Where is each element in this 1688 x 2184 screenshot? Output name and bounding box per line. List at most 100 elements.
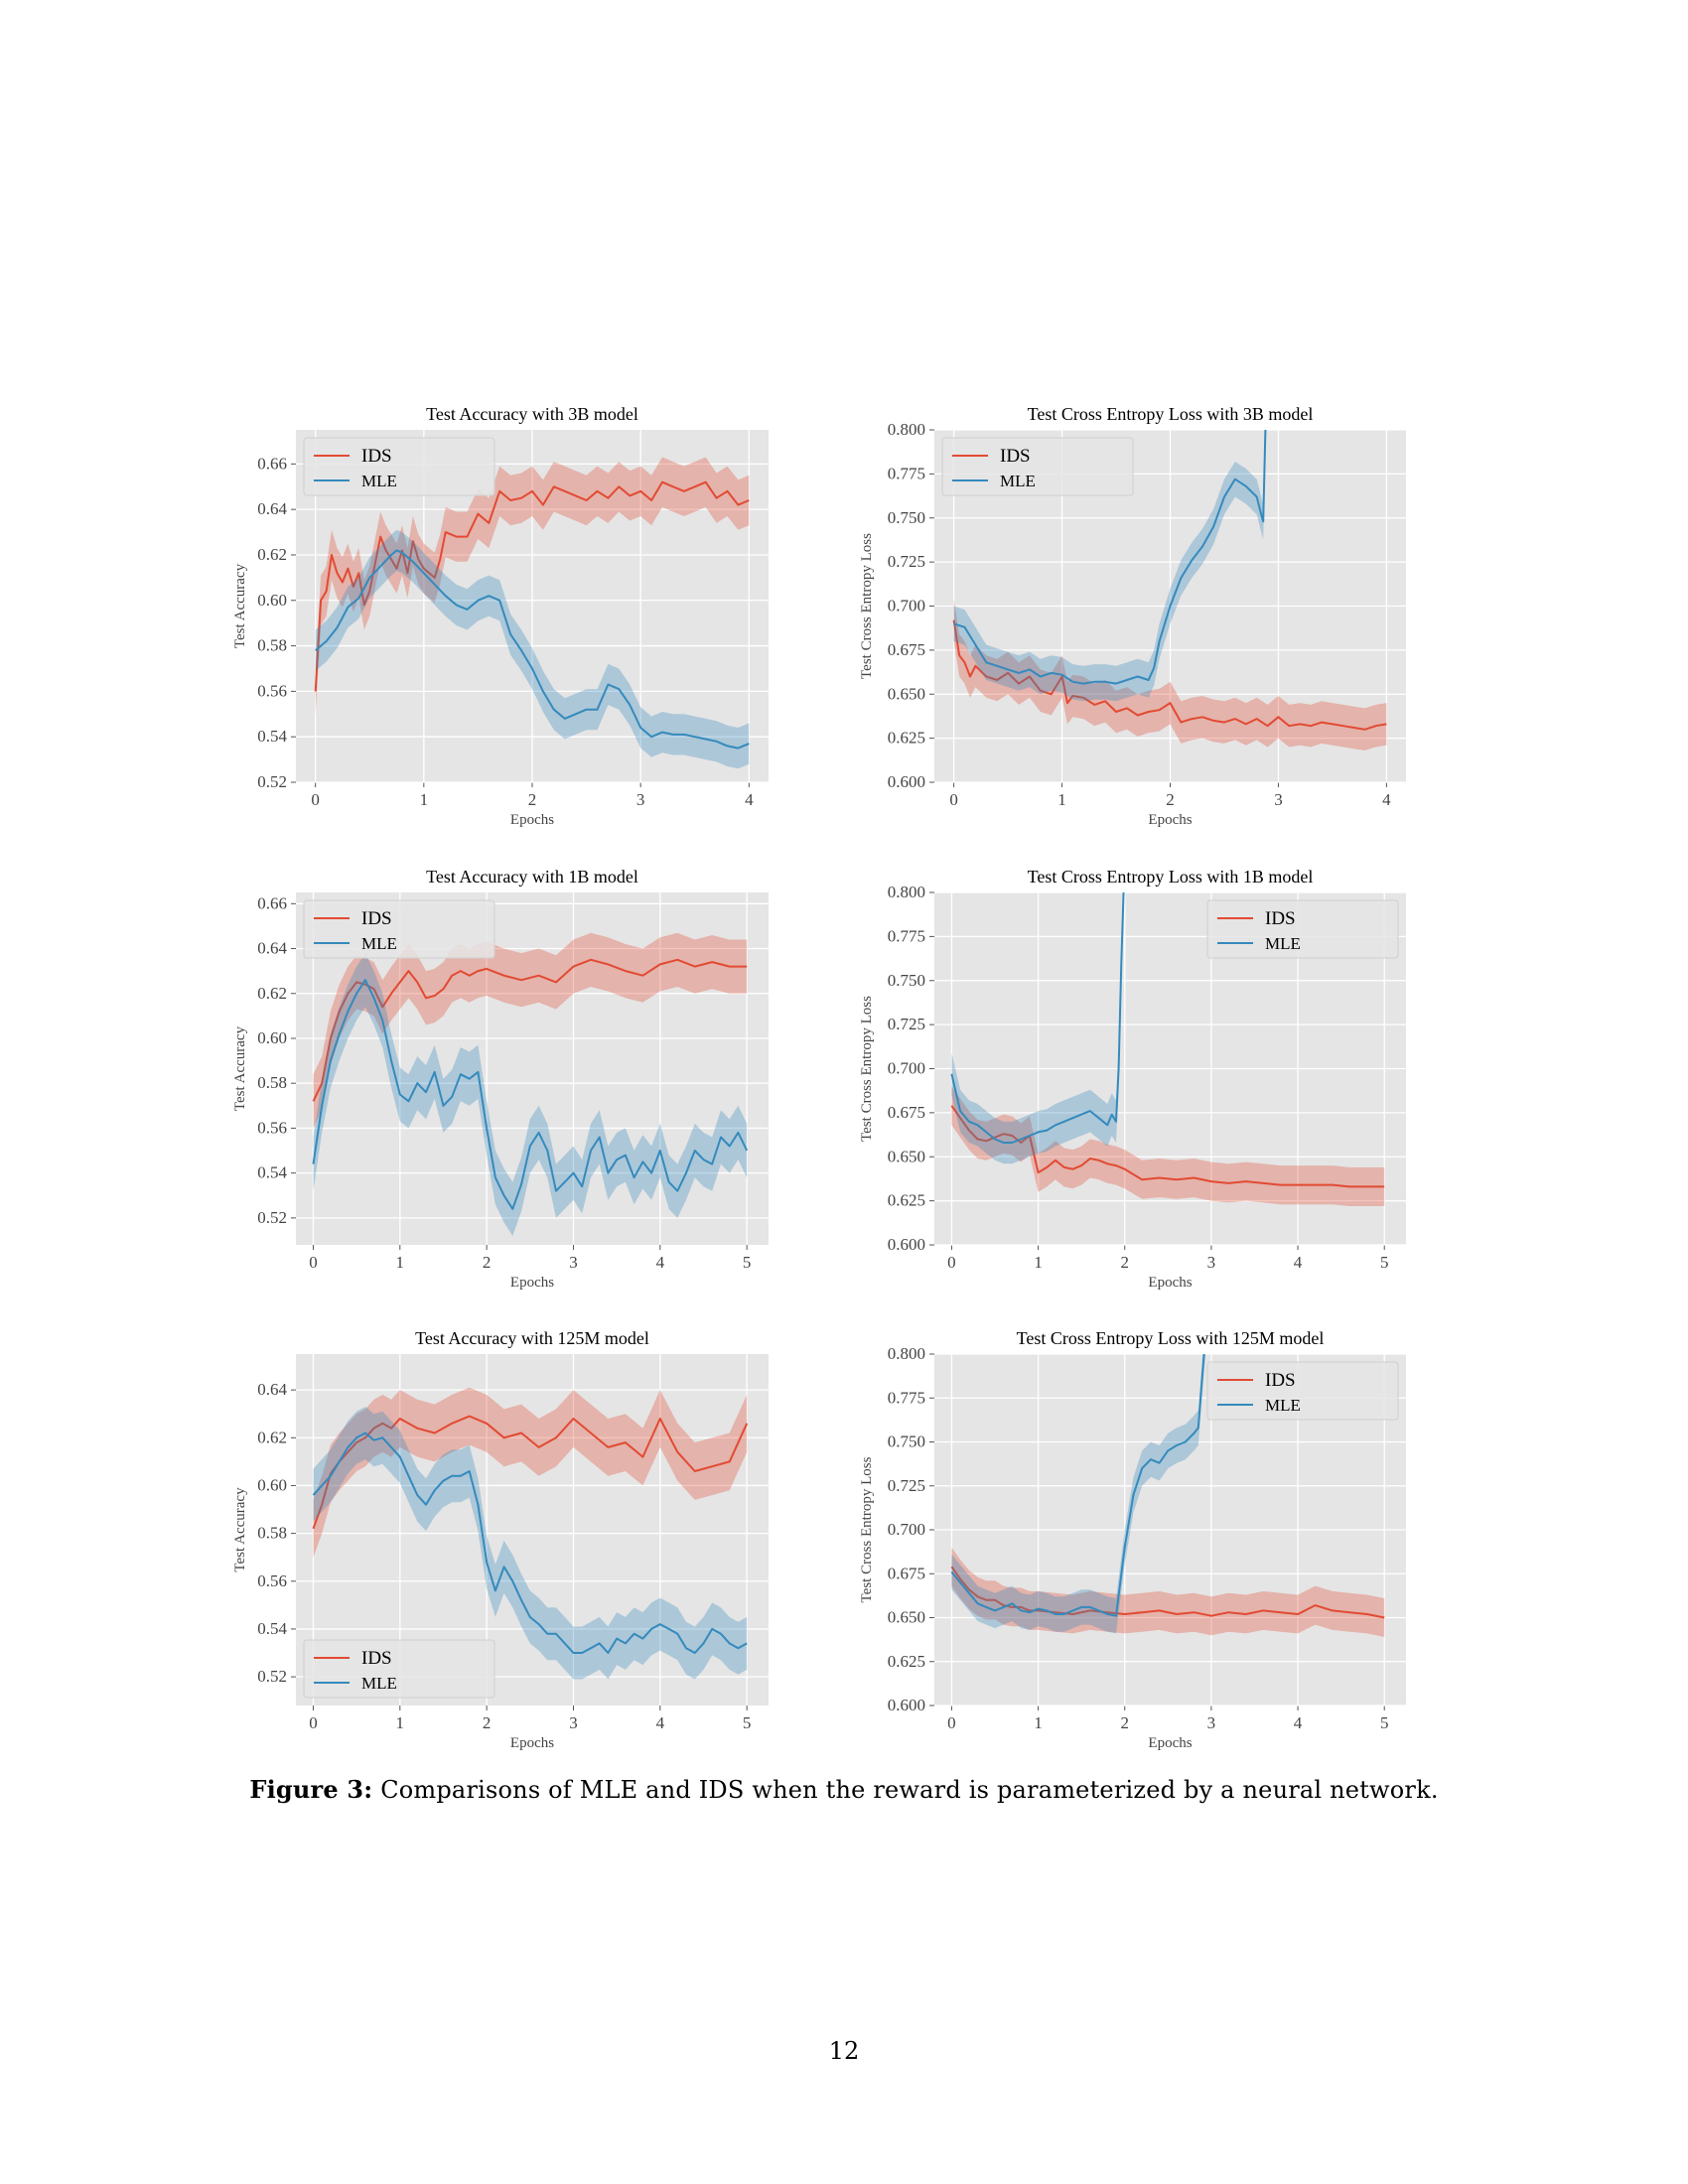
y-axis-label: Test Cross Entropy Loss [859, 533, 875, 679]
x-tick-label: 4 [1294, 1253, 1303, 1272]
legend-box [303, 437, 495, 496]
x-tick-label: 5 [743, 1253, 752, 1272]
chart-panel: 0 1 2 3 4 5 0.52 0.54 0.56 0.58 0.60 0.62 0.64 Test A… [232, 1328, 769, 1751]
x-tick-label: 1 [396, 1713, 405, 1732]
confidence-band-ids [951, 1086, 1385, 1206]
x-tick-label: 4 [1382, 790, 1391, 809]
y-tick-label: 0.625 [888, 1652, 925, 1671]
legend-label-ids: IDS [1265, 1370, 1296, 1391]
x-tick-label: 3 [1207, 1253, 1216, 1272]
y-tick-label: 0.56 [257, 681, 287, 700]
legend-label-mle: MLE [361, 1674, 397, 1693]
x-tick-label: 4 [745, 790, 754, 809]
y-tick-label: 0.675 [888, 1564, 925, 1582]
x-axis-label: Epochs [1148, 1735, 1192, 1751]
y-axis-label: Test Accuracy [232, 563, 248, 648]
x-axis-label: Epochs [510, 1275, 554, 1291]
confidence-band-mle [315, 529, 750, 769]
confidence-band-mle [951, 892, 1125, 1164]
x-tick-label: 0 [947, 1253, 956, 1272]
y-tick-label: 0.700 [888, 597, 925, 615]
x-tick-label: 2 [483, 1253, 492, 1272]
series-line-mle [312, 979, 749, 1210]
legend-box [1206, 1361, 1399, 1421]
legend: IDS MLE [1206, 1361, 1399, 1421]
y-tick-label: 0.52 [257, 1667, 287, 1686]
caption-text: Comparisons of MLE and IDS when the rewa… [380, 1776, 1439, 1804]
y-tick-label: 0.650 [888, 1608, 925, 1627]
y-tick-label: 0.54 [257, 1619, 287, 1638]
figure-caption: Figure 3: Comparisons of MLE and IDS whe… [0, 1775, 1688, 1804]
x-axis-label: Epochs [510, 1735, 554, 1751]
legend: IDS MLE [303, 437, 495, 496]
x-axis-label: Epochs [1148, 812, 1192, 828]
y-tick-label: 0.600 [888, 1696, 925, 1714]
legend-box [1206, 899, 1399, 959]
y-tick-label: 0.800 [888, 420, 925, 439]
x-tick-label: 0 [309, 1253, 318, 1272]
confidence-band-mle [951, 1354, 1206, 1634]
y-tick-label: 0.750 [888, 508, 925, 527]
series-line-mle [953, 430, 1267, 685]
plot-area [312, 932, 749, 1236]
y-tick-label: 0.675 [888, 1103, 925, 1122]
legend-label-ids: IDS [1265, 908, 1296, 929]
x-axis-label: Epochs [510, 812, 554, 828]
series-line-ids [950, 1566, 1385, 1619]
series-line-ids [952, 619, 1387, 731]
y-tick-label: 0.600 [888, 772, 925, 791]
legend-box [303, 1639, 495, 1699]
y-tick-label: 0.52 [257, 1208, 287, 1227]
x-tick-label: 0 [947, 1713, 956, 1732]
confidence-band-ids [953, 599, 1387, 751]
y-tick-label: 0.58 [257, 636, 287, 655]
x-tick-label: 1 [1057, 790, 1066, 809]
y-tick-label: 0.700 [888, 1520, 925, 1539]
y-tick-label: 0.54 [257, 1163, 287, 1182]
x-tick-label: 3 [569, 1713, 578, 1732]
x-tick-label: 2 [1120, 1713, 1129, 1732]
confidence-band-ids [313, 932, 748, 1129]
y-tick-label: 0.800 [888, 883, 925, 901]
y-tick-label: 0.725 [888, 552, 925, 571]
y-tick-label: 0.725 [888, 1015, 925, 1033]
y-tick-label: 0.650 [888, 684, 925, 703]
chart-panel: 0 1 2 3 4 5 0.600 0.625 0.650 0.675 0.700 0.725 0.75… [859, 1328, 1406, 1751]
legend: IDS MLE [1206, 899, 1399, 959]
y-tick-label: 0.700 [888, 1059, 925, 1078]
x-tick-label: 5 [743, 1713, 752, 1732]
x-tick-label: 1 [1034, 1713, 1043, 1732]
x-tick-label: 0 [309, 1713, 318, 1732]
series-line-ids [950, 1105, 1385, 1188]
y-tick-label: 0.58 [257, 1073, 287, 1092]
y-tick-label: 0.775 [888, 1388, 925, 1407]
chart-title: Test Accuracy with 3B model [426, 404, 638, 424]
y-tick-label: 0.64 [257, 499, 287, 518]
y-tick-label: 0.775 [888, 464, 925, 482]
chart-title: Test Cross Entropy Loss with 125M model [1017, 1328, 1325, 1348]
x-tick-label: 0 [311, 790, 320, 809]
legend-label-mle: MLE [361, 934, 397, 953]
series-line-mle [312, 1432, 748, 1654]
legend-label-mle: MLE [361, 472, 397, 490]
legend-label-mle: MLE [1000, 472, 1036, 490]
x-tick-label: 2 [1166, 790, 1175, 809]
y-axis-label: Test Accuracy [232, 1025, 248, 1111]
plot-area [314, 457, 750, 769]
y-tick-label: 0.750 [888, 1433, 925, 1451]
x-tick-label: 0 [949, 790, 958, 809]
y-tick-label: 0.66 [257, 454, 287, 473]
y-tick-label: 0.62 [257, 1428, 287, 1446]
x-tick-label: 4 [656, 1713, 665, 1732]
confidence-band-mle [953, 430, 1267, 702]
chart-title: Test Accuracy with 1B model [426, 867, 638, 887]
plot-area [950, 1354, 1385, 1637]
legend-label-mle: MLE [1265, 1396, 1301, 1415]
y-tick-label: 0.625 [888, 1191, 925, 1210]
page-number: 12 [828, 2037, 860, 2065]
y-axis-label: Test Cross Entropy Loss [859, 996, 875, 1142]
x-tick-label: 3 [636, 790, 645, 809]
x-tick-label: 4 [1294, 1713, 1303, 1732]
legend-label-ids: IDS [361, 446, 392, 467]
